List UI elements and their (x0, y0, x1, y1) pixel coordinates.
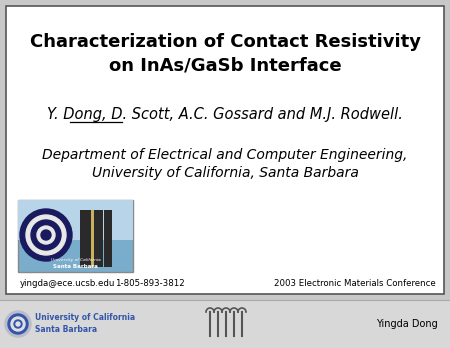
Bar (98, 210, 103, 267)
Text: University of California, Santa Barbara: University of California, Santa Barbara (91, 166, 359, 180)
Circle shape (20, 209, 72, 261)
Text: yingda@ece.ucsb.edu: yingda@ece.ucsb.edu (20, 278, 115, 287)
Text: 2003 Electronic Materials Conference: 2003 Electronic Materials Conference (274, 278, 436, 287)
Bar (6, 6, 444, 294)
Bar (18, 200, 133, 240)
Circle shape (5, 311, 31, 337)
Bar (80, 210, 88, 267)
Text: on InAs/GaSb Interface: on InAs/GaSb Interface (109, 56, 341, 74)
Circle shape (31, 220, 61, 250)
Text: Santa Barbara: Santa Barbara (35, 325, 97, 334)
Circle shape (26, 215, 66, 255)
Circle shape (8, 314, 28, 334)
Text: Yingda Dong: Yingda Dong (376, 319, 438, 329)
Text: , D. Scott, A.C. Gossard and M.J. Rodwell.: , D. Scott, A.C. Gossard and M.J. Rodwel… (0, 347, 1, 348)
Text: Y. Dong: Y. Dong (0, 347, 1, 348)
Circle shape (16, 322, 20, 326)
Text: Y. Dong, D. Scott, A.C. Gossard and M.J. Rodwell.: Y. Dong, D. Scott, A.C. Gossard and M.J.… (47, 108, 403, 122)
Circle shape (37, 226, 55, 244)
Bar (91, 210, 94, 267)
Bar (0, 300, 450, 348)
Circle shape (14, 320, 22, 328)
Bar (86, 210, 91, 267)
Circle shape (11, 317, 25, 331)
Bar (18, 200, 133, 272)
Text: Characterization of Contact Resistivity: Characterization of Contact Resistivity (30, 33, 420, 51)
Bar (92, 210, 100, 267)
Text: Department of Electrical and Computer Engineering,: Department of Electrical and Computer En… (42, 148, 408, 162)
Bar (104, 210, 112, 267)
Text: University of California: University of California (50, 258, 100, 262)
Circle shape (41, 230, 51, 240)
Text: Santa Barbara: Santa Barbara (53, 264, 98, 269)
Text: University of California: University of California (35, 314, 135, 323)
Text: 1-805-893-3812: 1-805-893-3812 (115, 278, 185, 287)
